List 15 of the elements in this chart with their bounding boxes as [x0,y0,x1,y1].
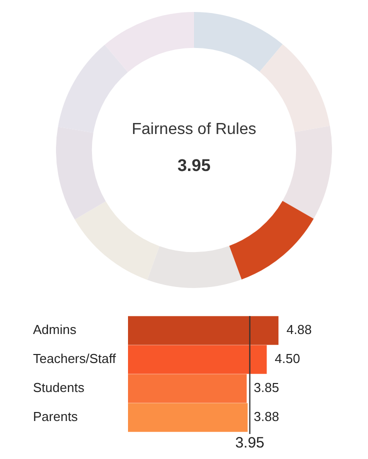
data-label: 4.88 [286,322,312,338]
text: 3.95 [176,156,212,176]
bar [128,316,278,345]
y-tick-label: Parents [33,409,78,424]
y-tick-label: Teachers/Staff [33,351,116,366]
y-tick-label: Students [33,380,85,396]
bar [128,345,267,374]
data-label: 3.88 [254,409,280,424]
text: Fairness of Rules [130,121,258,139]
data-label: 3.85 [254,380,280,396]
bar [128,374,247,403]
bar [128,403,248,432]
ref-line-label: 3.95 [235,434,264,452]
y-tick-label: Admins [33,322,77,338]
data-label: 4.50 [274,351,300,366]
